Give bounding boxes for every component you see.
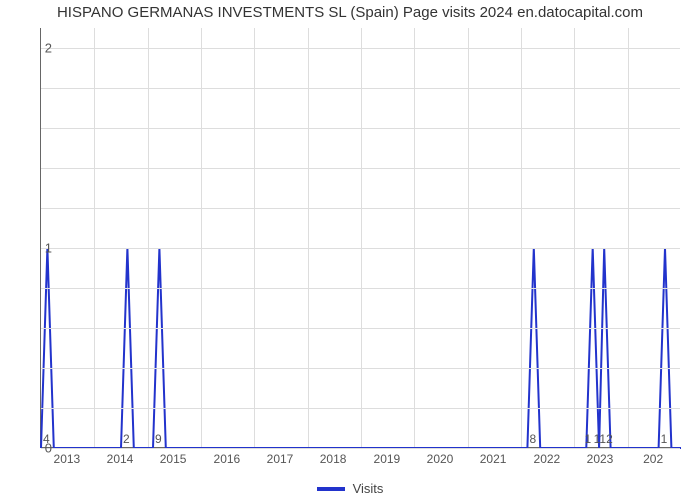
gridline-vertical [414,28,415,447]
gridline-horizontal-minor [41,408,680,409]
chart-container: HISPANO GERMANAS INVESTMENTS SL (Spain) … [0,0,700,500]
spike-value-label: 112 [594,432,613,446]
legend-label: Visits [353,481,384,496]
gridline-horizontal-minor [41,288,680,289]
gridline-horizontal [41,448,680,449]
legend: Visits [0,481,700,496]
gridline-vertical [521,28,522,447]
x-tick-label: 202 [643,452,663,466]
gridline-horizontal-minor [41,168,680,169]
gridline-vertical [254,28,255,447]
x-tick-label: 2018 [320,452,347,466]
x-tick-label: 2019 [374,452,401,466]
x-tick-label: 2022 [534,452,561,466]
gridline-vertical [201,28,202,447]
spike-value-label: 2 [123,432,130,446]
spike-value-label: 4 [43,432,50,446]
spike-value-label: 1 [661,432,668,446]
chart-title: HISPANO GERMANAS INVESTMENTS SL (Spain) … [0,4,700,21]
gridline-vertical [361,28,362,447]
gridline-horizontal-minor [41,208,680,209]
x-tick-label: 2017 [267,452,294,466]
x-tick-label: 2013 [54,452,81,466]
gridline-vertical [308,28,309,447]
x-tick-label: 2023 [587,452,614,466]
gridline-vertical [468,28,469,447]
gridline-horizontal-minor [41,128,680,129]
y-tick-label: 1 [45,241,52,256]
x-tick-label: 2020 [427,452,454,466]
x-tick-label: 2014 [107,452,134,466]
legend-swatch [317,487,345,491]
gridline-horizontal [41,248,680,249]
spike-value-label: 1 [584,432,591,446]
spike-value-label: 9 [155,432,162,446]
x-tick-label: 2015 [160,452,187,466]
x-tick-label: 2021 [480,452,507,466]
gridline-vertical [628,28,629,447]
spike-value-label: 8 [529,432,536,446]
y-tick-label: 2 [45,41,52,56]
gridline-vertical [94,28,95,447]
plot-area [40,28,680,448]
gridline-horizontal [41,48,680,49]
gridline-vertical [574,28,575,447]
gridline-vertical [148,28,149,447]
x-tick-label: 2016 [214,452,241,466]
gridline-horizontal-minor [41,368,680,369]
gridline-horizontal-minor [41,328,680,329]
gridline-horizontal-minor [41,88,680,89]
